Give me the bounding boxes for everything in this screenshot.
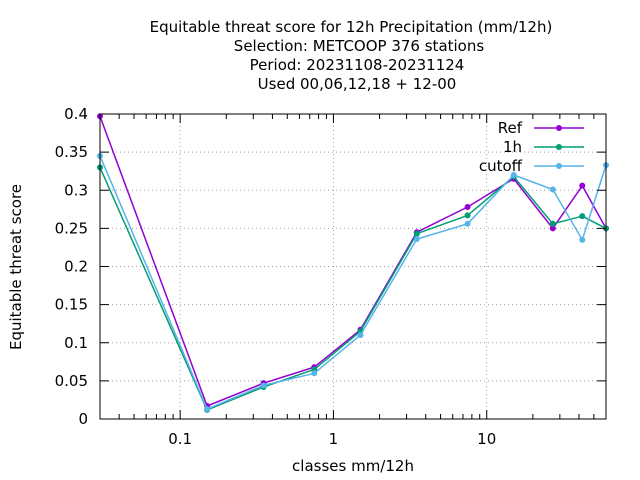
axis-ticks bbox=[100, 113, 606, 420]
point-ref bbox=[464, 204, 471, 211]
legend-marker-1h bbox=[556, 144, 562, 150]
y-tick-label: 0.2 bbox=[64, 258, 88, 276]
point-cutoff bbox=[260, 382, 267, 389]
x-tick-label: 1 bbox=[329, 430, 339, 448]
point-ref bbox=[549, 225, 556, 232]
chart-title: Equitable threat score for 12h Precipita… bbox=[150, 18, 553, 93]
y-tick-label: 0.1 bbox=[64, 334, 88, 352]
point-cutoff bbox=[464, 220, 471, 227]
title-line-4: Used 00,06,12,18 + 12-00 bbox=[258, 75, 457, 93]
point-1h bbox=[579, 213, 586, 220]
grid bbox=[100, 114, 606, 419]
y-tick-label: 0.05 bbox=[55, 372, 88, 390]
y-tick-label: 0.3 bbox=[64, 181, 88, 199]
point-cutoff bbox=[510, 172, 517, 178]
y-tick-label: 0.35 bbox=[55, 143, 88, 161]
point-ref bbox=[579, 182, 586, 189]
x-tick-label: 10 bbox=[477, 430, 496, 448]
series-line-ref bbox=[99, 116, 607, 407]
y-tick-label: 0.25 bbox=[55, 219, 88, 237]
point-1h bbox=[549, 220, 556, 227]
point-cutoff bbox=[311, 370, 318, 377]
y-axis-label: Equitable threat score bbox=[7, 184, 25, 350]
series-line-cutoff bbox=[99, 155, 607, 410]
point-cutoff bbox=[413, 236, 420, 243]
y-tick-label: 0.15 bbox=[55, 296, 88, 314]
point-1h bbox=[413, 230, 420, 237]
legend-label-cutoff: cutoff bbox=[479, 157, 523, 175]
y-tick-labels: 0 0.05 0.1 0.15 0.2 0.25 0.3 0.35 0.4 bbox=[55, 105, 88, 428]
x-axis-label: classes mm/12h bbox=[292, 457, 414, 475]
title-line-1: Equitable threat score for 12h Precipita… bbox=[150, 18, 553, 36]
point-cutoff bbox=[204, 406, 211, 413]
y-tick-label: 0 bbox=[78, 410, 88, 428]
legend-label-ref: Ref bbox=[498, 119, 523, 137]
point-cutoff bbox=[579, 236, 586, 243]
title-line-2: Selection: METCOOP 376 stations bbox=[234, 37, 485, 55]
legend-label-1h: 1h bbox=[503, 138, 522, 156]
y-tick-label: 0.4 bbox=[64, 105, 88, 123]
point-cutoff bbox=[357, 332, 364, 339]
x-tick-label: 0.1 bbox=[168, 430, 192, 448]
point-cutoff bbox=[549, 186, 556, 193]
legend-marker-cutoff bbox=[556, 163, 562, 169]
x-tick-labels: 0.1 1 10 bbox=[168, 430, 496, 448]
point-1h bbox=[464, 212, 471, 219]
title-line-3: Period: 20231108-20231124 bbox=[250, 56, 465, 74]
legend-marker-ref bbox=[556, 125, 562, 131]
series-line-1h bbox=[99, 167, 607, 411]
plot-series bbox=[97, 113, 609, 413]
